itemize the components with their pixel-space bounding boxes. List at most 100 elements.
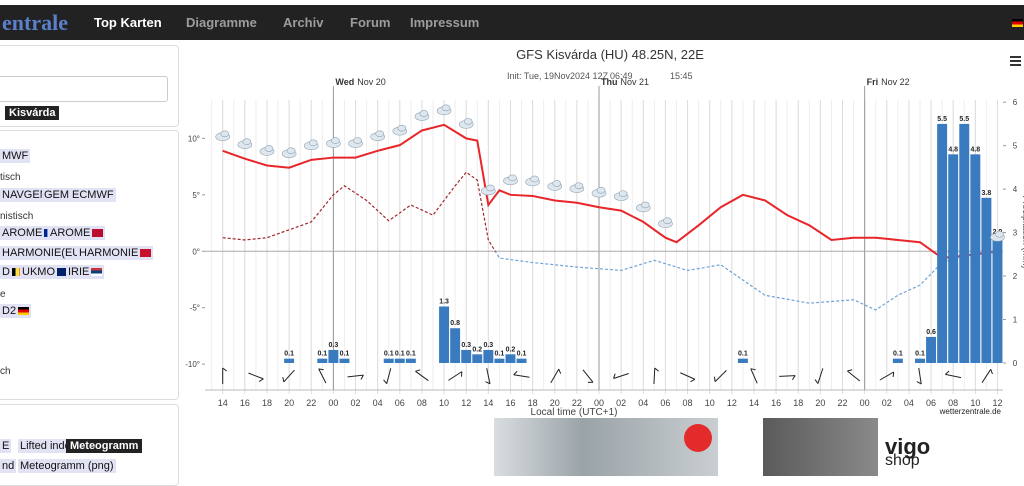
product-tag[interactable]: Meteogramm xyxy=(66,439,143,453)
section-head: ch xyxy=(0,366,11,377)
ad-banner[interactable] xyxy=(494,418,718,476)
x-tick-label: 16 xyxy=(505,398,515,408)
weather-icon xyxy=(414,110,430,121)
product-tag[interactable]: Lifted index xyxy=(18,439,79,453)
product-tag[interactable]: nd xyxy=(0,459,17,473)
model-tag[interactable]: MWF xyxy=(0,149,31,163)
wind-shaft xyxy=(817,368,824,384)
wind-barb xyxy=(558,368,562,374)
model-box: MWF tisch NAVGEM GEM ECMWF nistisch AROM… xyxy=(0,130,179,400)
cloud xyxy=(552,180,562,187)
x-tick-label: 02 xyxy=(882,398,892,408)
search-box: Kisvárda xyxy=(0,45,179,127)
precip-label: 5.5 xyxy=(959,116,969,123)
day-date: Nov 20 xyxy=(357,77,386,87)
cloud xyxy=(308,139,318,147)
model-tag[interactable]: ECMWF xyxy=(70,188,116,202)
ad-brand: vigo xyxy=(885,434,931,459)
nav-item[interactable]: Impressum xyxy=(410,15,480,30)
search-input[interactable] xyxy=(0,76,168,102)
page: entrale Top Karten Diagramme Archiv Foru… xyxy=(0,5,1024,486)
model-tag[interactable]: IRIE xyxy=(66,265,105,279)
x-tick-label: 12 xyxy=(461,398,471,408)
model-tag[interactable]: UKMO xyxy=(20,265,70,279)
product-tag[interactable]: Meteogramm (png) xyxy=(18,459,116,473)
precip-bar xyxy=(926,336,937,363)
weather-icon xyxy=(326,137,341,148)
precip-bar xyxy=(937,123,948,363)
wind-barb xyxy=(461,371,463,377)
cloud xyxy=(508,174,517,182)
location-tag[interactable]: Kisvárda xyxy=(5,106,60,120)
model-tag[interactable]: GEM xyxy=(42,188,72,202)
menu-icon[interactable] xyxy=(1010,56,1021,66)
cloud xyxy=(663,217,672,225)
x-tick-label: 02 xyxy=(351,398,361,408)
wind-shaft xyxy=(680,372,696,380)
wind-arrow xyxy=(750,368,758,384)
y2-axis-title: Precipitation (mm) xyxy=(1021,195,1024,268)
model-name: AROME xyxy=(2,227,43,239)
wind-arrow xyxy=(945,370,962,379)
y2-tick-label: 3 xyxy=(1013,229,1018,238)
section-head: tisch xyxy=(0,172,21,183)
precip-bar xyxy=(450,328,461,363)
wind-arrow xyxy=(680,372,696,383)
model-tag[interactable]: D xyxy=(0,265,25,279)
x-tick-label: 10 xyxy=(705,398,715,408)
wind-shaft xyxy=(248,372,264,380)
ad-banner[interactable]: vigo shop xyxy=(763,418,990,476)
x-tick-label: 22 xyxy=(838,398,848,408)
precip-label: 4.8 xyxy=(970,146,980,153)
x-tick-label: 20 xyxy=(815,398,825,408)
chart-subtitle: Init: Tue, 19Nov2024 12Z xyxy=(507,71,609,81)
model-tag[interactable]: AROME xyxy=(48,226,106,240)
navbar: entrale Top Karten Diagramme Archiv Foru… xyxy=(0,5,1024,40)
weather-icon xyxy=(503,174,518,186)
precip-label: 0.1 xyxy=(915,351,925,358)
product-tag[interactable]: E xyxy=(0,439,12,453)
model-tag[interactable]: HARMONIE(EU) xyxy=(0,246,99,260)
precip-label: 0.1 xyxy=(406,351,416,358)
nav-item[interactable]: Archiv xyxy=(283,15,324,30)
model-tag[interactable]: AROME xyxy=(0,226,58,240)
nav-item[interactable]: Forum xyxy=(350,15,391,30)
temperature-line xyxy=(222,123,998,260)
wind-shaft xyxy=(981,369,992,383)
model-tag[interactable]: D2 xyxy=(0,304,32,318)
wind-barb xyxy=(258,378,264,382)
logo[interactable]: entrale xyxy=(2,10,68,35)
x-tick-label: 14 xyxy=(483,398,493,408)
nav-item[interactable]: Top Karten xyxy=(94,15,162,30)
precip-label: 0.1 xyxy=(738,351,748,358)
x-tick-label: 02 xyxy=(616,398,626,408)
chart-title: GFS Kisvárda (HU) 48.25N, 22E xyxy=(516,47,704,62)
wind-arrow xyxy=(383,368,392,385)
day-date: Nov 22 xyxy=(881,77,910,87)
cloud xyxy=(640,201,650,209)
wind-barb xyxy=(360,374,364,380)
model-tag[interactable]: NAVGEM xyxy=(0,188,51,202)
precip-bar xyxy=(505,354,516,363)
x-tick-label: 10 xyxy=(439,398,449,408)
nav-item[interactable]: Diagramme xyxy=(186,15,257,30)
day-label: Fri Nov 22 xyxy=(867,77,910,87)
wind-arrow xyxy=(981,369,993,383)
x-tick-label: 00 xyxy=(860,398,870,408)
model-tag[interactable]: HARMONIE xyxy=(77,246,154,260)
x-tick-label: 12 xyxy=(727,398,737,408)
wind-arrow xyxy=(879,371,895,381)
x-tick-label: 16 xyxy=(240,398,250,408)
x-tick-label: 08 xyxy=(417,398,427,408)
day-name: Fri xyxy=(867,77,879,87)
model-name: UKMO xyxy=(22,266,55,278)
wind-barb xyxy=(750,368,756,371)
wind-barb xyxy=(713,376,716,382)
wind-arrow xyxy=(550,368,562,384)
y-tick-label: -5° xyxy=(190,304,200,313)
wind-barb xyxy=(587,381,594,383)
y-tick-label: 0° xyxy=(192,247,200,256)
wind-barb xyxy=(222,367,228,372)
language-flag[interactable] xyxy=(1012,19,1023,27)
weather-icon xyxy=(525,175,540,187)
